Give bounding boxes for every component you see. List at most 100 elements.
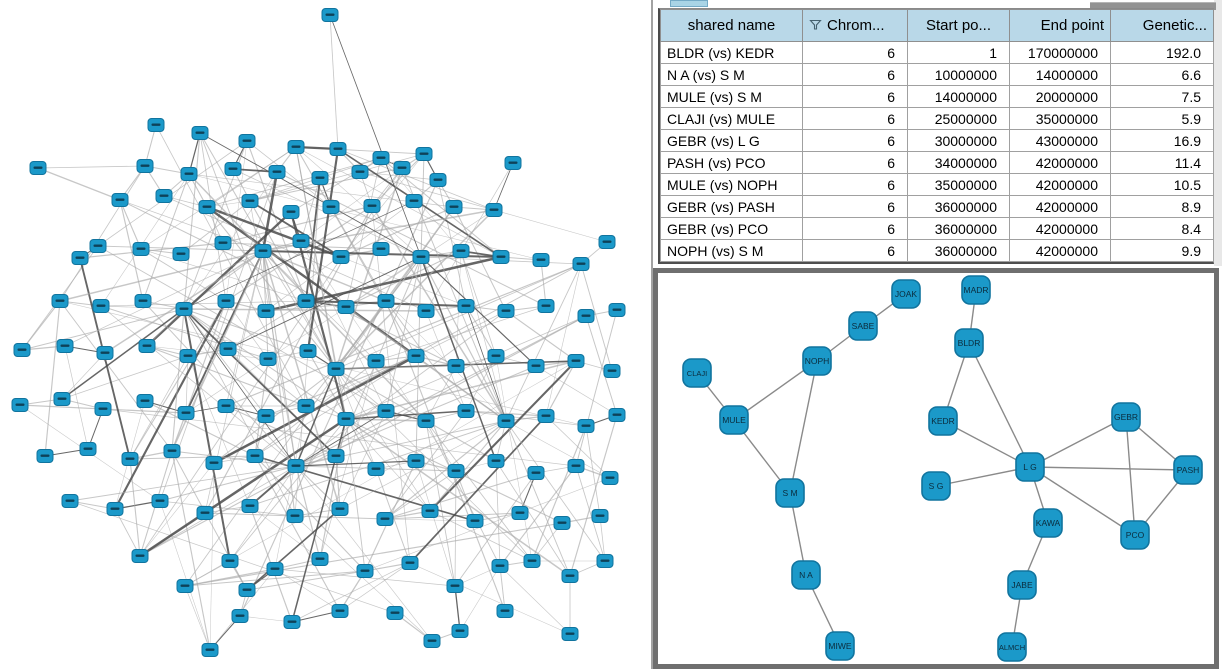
- node-box[interactable]: [1173, 455, 1203, 485]
- graph-edge[interactable]: [300, 177, 321, 242]
- graph-node[interactable]: [268, 165, 286, 179]
- cell-value[interactable]: 36000000: [907, 217, 1010, 240]
- graph-edge[interactable]: [21, 308, 185, 351]
- graph-edge[interactable]: [415, 310, 507, 357]
- graph-node-gebr[interactable]: GEBR: [1111, 402, 1141, 432]
- graph-edge[interactable]: [295, 465, 433, 642]
- graph-edge[interactable]: [465, 305, 507, 422]
- cell-value[interactable]: 42000000: [1009, 173, 1111, 196]
- graph-node[interactable]: [446, 579, 464, 593]
- graph-node[interactable]: [221, 554, 239, 568]
- graph-edge[interactable]: [185, 355, 189, 414]
- graph-edge[interactable]: [37, 165, 146, 169]
- graph-edge[interactable]: [384, 472, 537, 520]
- graph-node[interactable]: [351, 165, 369, 179]
- graph-node[interactable]: [132, 242, 150, 256]
- graph-node[interactable]: [287, 140, 305, 154]
- graph-node[interactable]: [71, 251, 89, 265]
- cell-value[interactable]: 14000000: [1009, 63, 1111, 86]
- graph-edge[interactable]: [465, 305, 497, 357]
- graph-edge[interactable]: [59, 165, 146, 302]
- graph-edge[interactable]: [119, 199, 144, 302]
- graph-edge[interactable]: [184, 585, 211, 651]
- graph-edge[interactable]: [295, 420, 507, 467]
- graph-edge[interactable]: [114, 300, 227, 510]
- graph-node[interactable]: [136, 159, 154, 173]
- column-header-0[interactable]: shared name: [660, 9, 803, 42]
- graph-node[interactable]: [36, 449, 54, 463]
- graph-edge[interactable]: [307, 177, 321, 352]
- graph-node[interactable]: [393, 161, 411, 175]
- cell-value[interactable]: 192.0: [1110, 41, 1214, 64]
- node-box[interactable]: [891, 279, 921, 309]
- graph-node[interactable]: [608, 408, 626, 422]
- graph-node[interactable]: [329, 142, 347, 156]
- graph-edge[interactable]: [225, 140, 248, 302]
- graph-edge[interactable]: [493, 209, 608, 243]
- network-edge[interactable]: [968, 342, 1031, 468]
- graph-node[interactable]: [191, 126, 209, 140]
- graph-edge[interactable]: [144, 400, 256, 457]
- cell-value[interactable]: 6: [802, 41, 908, 64]
- graph-node[interactable]: [121, 452, 139, 466]
- graph-edge[interactable]: [460, 250, 507, 422]
- graph-node[interactable]: [311, 552, 329, 566]
- filter-funnel-icon[interactable]: [809, 18, 822, 35]
- graph-node[interactable]: [457, 404, 475, 418]
- table-row[interactable]: CLAJI (vs) MULE 6 25000000 35000000 5.9: [660, 107, 1214, 130]
- graph-edge[interactable]: [319, 360, 377, 560]
- graph-edge[interactable]: [453, 206, 507, 312]
- graph-edge[interactable]: [415, 460, 456, 587]
- graph-node[interactable]: [179, 349, 197, 363]
- graph-node[interactable]: [131, 549, 149, 563]
- graph-node[interactable]: [401, 556, 419, 570]
- graph-edge[interactable]: [139, 417, 347, 558]
- graph-node[interactable]: [363, 199, 381, 213]
- graph-edge[interactable]: [345, 410, 467, 420]
- cell-value[interactable]: 170000000: [1009, 41, 1111, 64]
- graph-node[interactable]: [417, 414, 435, 428]
- graph-node[interactable]: [198, 200, 216, 214]
- graph-node-miwe[interactable]: MIWE: [825, 631, 855, 661]
- graph-edge[interactable]: [262, 250, 297, 467]
- graph-node-almch[interactable]: ALMCH: [997, 632, 1027, 662]
- graph-edge[interactable]: [159, 500, 211, 651]
- graph-edge[interactable]: [262, 250, 377, 362]
- graph-node[interactable]: [224, 162, 242, 176]
- graph-edge[interactable]: [44, 300, 61, 457]
- graph-node[interactable]: [537, 299, 555, 313]
- graph-node[interactable]: [491, 559, 509, 573]
- table-row[interactable]: GEBR (vs) PCO 6 36000000 42000000 8.4: [660, 217, 1214, 240]
- table-tab[interactable]: [670, 0, 708, 7]
- graph-node[interactable]: [282, 205, 300, 219]
- graph-edge[interactable]: [140, 248, 227, 302]
- cell-shared-name[interactable]: MULE (vs) NOPH: [660, 173, 803, 196]
- graph-node[interactable]: [537, 409, 555, 423]
- graph-node[interactable]: [266, 562, 284, 576]
- graph-node[interactable]: [134, 294, 152, 308]
- table-row[interactable]: GEBR (vs) PASH 6 36000000 42000000 8.9: [660, 195, 1214, 218]
- graph-edge[interactable]: [261, 171, 279, 252]
- node-box[interactable]: [791, 560, 821, 590]
- graph-edge[interactable]: [409, 415, 547, 564]
- cell-value[interactable]: 1: [907, 41, 1010, 64]
- graph-node[interactable]: [603, 364, 621, 378]
- graph-node[interactable]: [176, 579, 194, 593]
- graph-edge[interactable]: [335, 263, 582, 370]
- graph-edge[interactable]: [531, 425, 587, 562]
- graph-node[interactable]: [598, 235, 616, 249]
- graph-node-kedr[interactable]: KEDR: [928, 406, 958, 436]
- cell-value[interactable]: 6: [802, 151, 908, 174]
- graph-node[interactable]: [321, 8, 339, 22]
- graph-edge[interactable]: [213, 368, 337, 464]
- node-box[interactable]: [775, 478, 805, 508]
- graph-node[interactable]: [577, 419, 595, 433]
- cell-value[interactable]: 9.9: [1110, 239, 1214, 262]
- graph-node[interactable]: [457, 299, 475, 313]
- table-row[interactable]: MULE (vs) NOPH 6 35000000 42000000 10.5: [660, 173, 1214, 196]
- graph-node[interactable]: [332, 250, 350, 264]
- graph-node[interactable]: [447, 359, 465, 373]
- graph-edge[interactable]: [420, 256, 507, 422]
- graph-edge[interactable]: [307, 350, 377, 470]
- graph-edge[interactable]: [337, 148, 495, 211]
